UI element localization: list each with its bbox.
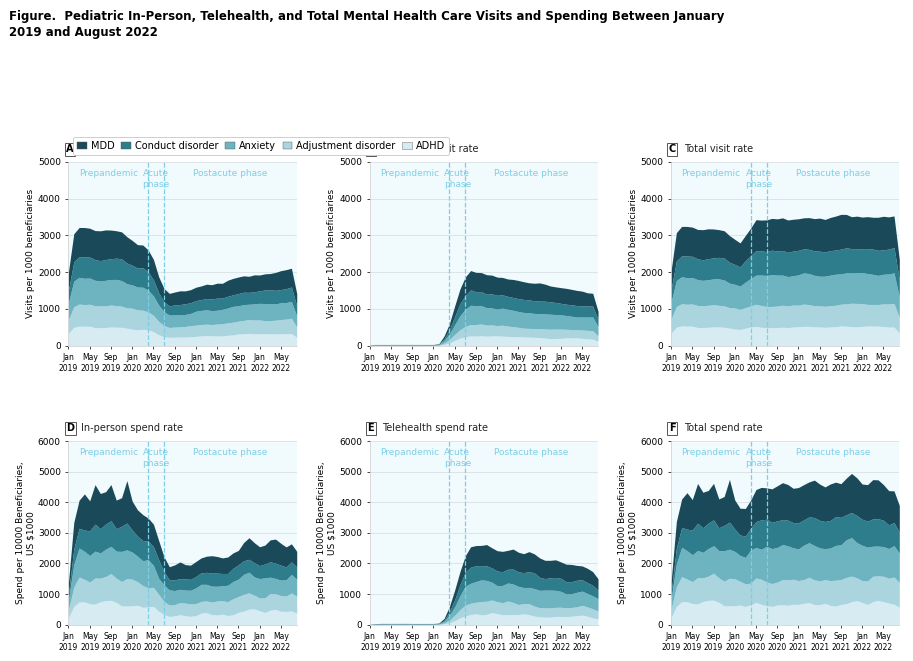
Bar — [671, 441, 750, 625]
Text: Acute
phase: Acute phase — [444, 448, 471, 468]
Text: Prepandemic: Prepandemic — [79, 448, 138, 457]
Bar — [767, 441, 899, 625]
Bar — [164, 441, 297, 625]
Bar — [68, 162, 148, 346]
Bar — [466, 441, 598, 625]
Bar — [767, 162, 899, 346]
Text: Prepandemic: Prepandemic — [380, 169, 439, 178]
Bar — [449, 162, 466, 346]
Text: Acute
phase: Acute phase — [444, 169, 471, 188]
Text: Acute
phase: Acute phase — [142, 169, 170, 188]
Text: Acute
phase: Acute phase — [142, 448, 170, 468]
Bar — [671, 162, 750, 346]
Text: Postacute phase: Postacute phase — [495, 169, 569, 178]
Text: D: D — [66, 423, 74, 433]
Text: Prepandemic: Prepandemic — [681, 169, 740, 178]
Text: In-person visit rate: In-person visit rate — [81, 144, 173, 154]
Bar — [148, 441, 164, 625]
Bar — [68, 441, 148, 625]
Bar — [370, 162, 449, 346]
Text: Telehealth spend rate: Telehealth spend rate — [383, 423, 488, 433]
Text: Postacute phase: Postacute phase — [796, 169, 870, 178]
Bar — [148, 162, 164, 346]
Text: Telehealth visit rate: Telehealth visit rate — [383, 144, 478, 154]
Y-axis label: Spend per 10000 Beneficiaries,
US $1000: Spend per 10000 Beneficiaries, US $1000 — [618, 461, 637, 604]
Bar — [750, 162, 767, 346]
Text: Total spend rate: Total spend rate — [684, 423, 762, 433]
Bar — [164, 162, 297, 346]
Y-axis label: Visits per 1000 beneficiaries: Visits per 1000 beneficiaries — [328, 189, 336, 319]
Text: Prepandemic: Prepandemic — [380, 448, 439, 457]
Text: B: B — [367, 144, 375, 154]
Text: Acute
phase: Acute phase — [745, 169, 772, 188]
Y-axis label: Spend per 10000 Beneficiaries,
US $1000: Spend per 10000 Beneficiaries, US $1000 — [16, 461, 35, 604]
Legend: MDD, Conduct disorder, Anxiety, Adjustment disorder, ADHD: MDD, Conduct disorder, Anxiety, Adjustme… — [73, 137, 449, 155]
Text: Prepandemic: Prepandemic — [79, 169, 138, 178]
Text: 2019 and August 2022: 2019 and August 2022 — [9, 26, 158, 40]
Text: Prepandemic: Prepandemic — [681, 448, 740, 457]
Text: Figure.  Pediatric In-Person, Telehealth, and Total Mental Health Care Visits an: Figure. Pediatric In-Person, Telehealth,… — [9, 10, 725, 23]
Text: Postacute phase: Postacute phase — [194, 448, 268, 457]
Text: A: A — [66, 144, 74, 154]
Y-axis label: Spend per 10000 Beneficiaries,
US $1000: Spend per 10000 Beneficiaries, US $1000 — [317, 461, 336, 604]
Bar — [466, 162, 598, 346]
Text: Postacute phase: Postacute phase — [495, 448, 569, 457]
Bar — [750, 441, 767, 625]
Text: Total visit rate: Total visit rate — [684, 144, 752, 154]
Text: F: F — [668, 423, 676, 433]
Text: E: E — [367, 423, 374, 433]
Y-axis label: Visits per 1000 beneficiaries: Visits per 1000 beneficiaries — [26, 189, 35, 319]
Text: C: C — [668, 144, 676, 154]
Text: Postacute phase: Postacute phase — [194, 169, 268, 178]
Y-axis label: Visits per 1000 beneficiaries: Visits per 1000 beneficiaries — [629, 189, 637, 319]
Text: Postacute phase: Postacute phase — [796, 448, 870, 457]
Text: Acute
phase: Acute phase — [745, 448, 772, 468]
Bar — [449, 441, 466, 625]
Text: In-person spend rate: In-person spend rate — [81, 423, 183, 433]
Bar — [370, 441, 449, 625]
